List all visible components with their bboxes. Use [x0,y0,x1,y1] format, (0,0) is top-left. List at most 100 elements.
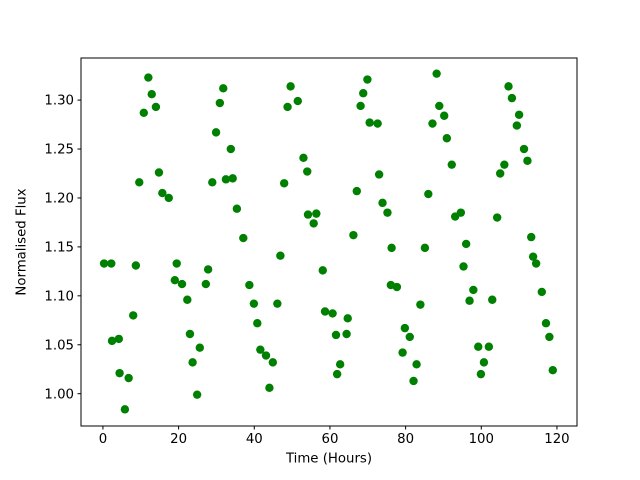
data-point [99,259,109,268]
data-point [461,239,471,249]
data-point [343,314,352,323]
data-point [215,98,225,108]
data-point [299,153,308,163]
data-point [400,323,410,333]
data-point [409,376,418,386]
data-point [492,213,502,222]
data-point [177,279,187,289]
data-point [469,285,478,295]
data-point [424,189,433,199]
data-point [488,295,497,304]
data-point [387,243,396,253]
data-point [107,259,116,268]
data-point [221,175,231,184]
data-point [512,121,522,130]
data-point [256,345,265,354]
data-point [303,167,312,176]
data-point [392,282,402,292]
data-point [309,219,318,228]
data-point [514,110,524,119]
y-tick-label: 1.20 [44,192,74,207]
data-point [349,230,358,240]
data-point [219,84,228,93]
y-tick-label: 1.05 [44,338,74,353]
data-point [164,193,173,203]
x-tick-label: 120 [544,432,569,447]
data-point [405,332,414,342]
data-point [359,89,368,98]
data-point [211,128,221,137]
data-point [541,319,551,328]
x-axis-label: Time (Hours) [285,451,373,467]
data-point [435,101,444,111]
data-point [432,69,441,78]
data-point [147,90,156,99]
data-point [459,262,468,271]
data-point [188,358,197,367]
data-point [131,261,141,270]
data-point [495,169,505,178]
data-point [228,174,237,183]
y-tick-label: 1.30 [44,94,74,109]
data-point [170,275,180,285]
data-point [412,360,421,369]
data-point [531,259,541,268]
data-point [442,134,452,143]
data-point [328,309,337,318]
data-point [420,243,430,253]
data-point [356,101,365,111]
x-tick-label: 40 [246,432,263,447]
x-tick-label: 80 [397,432,414,447]
plot-border [80,57,578,427]
data-point [135,178,144,187]
data-point [293,96,302,106]
data-point [139,108,149,118]
data-point [332,369,342,379]
data-point [114,334,124,344]
data-point [276,251,285,260]
data-point [465,296,474,305]
data-point [253,319,262,328]
data-point [440,111,449,120]
data-point [172,259,181,268]
data-point [363,75,372,84]
data-point [342,329,351,339]
data-point [523,156,532,165]
data-point [115,368,124,378]
data-point [124,373,133,383]
data-point [331,330,341,340]
data-point [232,204,242,213]
x-tick-label: 20 [170,432,187,447]
data-point [226,144,236,154]
y-tick-label: 1.25 [44,143,74,158]
data-point [195,343,204,352]
data-point [335,360,345,369]
data-point [527,232,536,242]
data-point [365,118,374,127]
data-point [383,208,392,217]
data-point [373,119,382,128]
data-point [456,208,466,217]
data-point [416,300,425,309]
data-point [398,348,407,357]
data-point [203,265,213,274]
data-point [268,358,278,367]
data-point [273,299,282,308]
data-point [265,383,274,393]
data-point [504,82,513,91]
x-tick-label: 100 [469,432,494,447]
data-point [378,198,387,208]
data-point [158,188,167,198]
data-point [144,73,153,82]
x-tick-label: 60 [321,432,338,447]
data-point [283,102,292,112]
data-point [352,186,362,196]
data-point [107,336,117,346]
data-point [548,366,557,375]
data-point [528,252,538,261]
data-point [261,351,271,360]
data-point [245,280,254,290]
data-point [192,390,202,399]
